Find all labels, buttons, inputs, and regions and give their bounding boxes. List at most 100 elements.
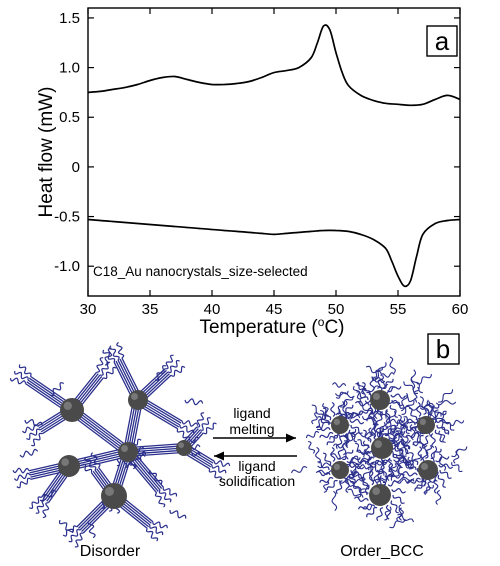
cooling-curve [87,218,461,288]
ligand-chain [430,445,438,466]
ligand-chain [346,412,361,419]
ligand-chain [389,433,405,440]
ligand-bundle-chain [67,447,128,463]
ligand-chain [355,486,368,496]
ligand-chain [369,376,375,392]
ligand-chain [430,448,442,459]
ligand-chain [437,475,446,488]
nanocrystal-highlight [121,445,128,452]
ligand-chain [387,386,402,393]
nanocrystal [331,416,349,434]
nanocrystal [370,390,390,410]
reverse-arrowhead [214,451,224,461]
ligand-chain [357,439,370,449]
ligand-chain [334,392,355,399]
ligand-chain [315,446,321,464]
ligand-chain [453,449,460,464]
ligand-chain [389,518,406,529]
ligand-chain [337,401,345,415]
ligand-chain [356,464,370,470]
ligand-chain [331,490,338,512]
ligand-chain [421,435,429,449]
arrow-top-label-line1: ligand [233,405,270,421]
ligand-chain [348,474,358,488]
ligand-chain [391,399,404,409]
ligand-chain [319,431,334,438]
ligand-chain [340,396,354,408]
nanocrystal-highlight [333,463,340,470]
ligand-chain [380,372,395,378]
ligand-chain [423,481,431,495]
ligand-chain [368,459,380,471]
ligand-chain [103,366,117,380]
nanocrystal-highlight [421,463,428,470]
ligand-chain [403,416,416,426]
nanocrystal [369,484,391,506]
ligand-chain [382,378,394,389]
ligand-chain [377,375,385,389]
x-tick-label: 40 [204,301,221,318]
ligand-chain [330,446,336,462]
x-axis-title: Temperature (oC) [199,315,344,338]
ligand-chain [335,435,343,449]
ligand-chain [378,460,386,475]
ligand-chain [322,407,332,421]
ligand-chain [152,521,168,529]
ligand-chain [390,428,408,438]
ligand-chain [42,501,50,519]
order-bcc-caption: Order_BCC [340,543,424,560]
ligand-chain [363,429,372,443]
ligand-chain [354,401,370,407]
ligand-chain [14,370,29,381]
ligand-chain [398,436,410,450]
ligand-chain [384,425,396,437]
ligand-chain [378,421,386,436]
ligand-chain [317,461,330,471]
ligand-chain [39,489,57,502]
ligand-chain [402,471,418,477]
ligand-chain [435,418,451,425]
ligand-chain [199,417,211,431]
ligand-chain [435,410,447,422]
panel-a-label: a [435,26,450,56]
ligand-chain [311,411,318,425]
ligand-chain [351,457,357,478]
ligand-chain [332,382,347,388]
ligand-chain [176,428,191,441]
ligand-chain [16,477,32,489]
ligand-chain [319,476,334,483]
ligand-chain [326,435,338,446]
ligand-chain [413,386,420,400]
ligand-chain [405,431,420,438]
nanocrystal-highlight [63,401,72,410]
ligand-chain [357,503,373,510]
ligand-chain [394,447,407,457]
nanocrystal-highlight [178,442,184,449]
x-tick-label: 30 [80,301,97,318]
ligand-chain [451,446,468,458]
ligand-chain [203,422,217,435]
ligand-chain [406,477,421,484]
ligand-chain [414,481,426,492]
ligand-chain [435,456,450,463]
ligand-chain [438,463,454,469]
ligand-chain [335,480,343,494]
nanocrystal [60,398,84,422]
ligand-chain [315,425,331,432]
ligand-chain [385,504,392,520]
ligand-chain [13,472,31,481]
nanocrystal [417,416,435,434]
ligand-chain [346,457,361,464]
panel-b: b ligand melting ligand solidification D… [9,333,468,560]
ligand-chain [391,425,397,441]
series-layer [87,24,461,288]
ligand-chain [390,393,406,399]
ligand-chain [376,507,384,522]
ligand-chain [392,494,405,504]
y-tick-label: -1.0 [54,258,80,275]
heating-curve [87,24,461,107]
ligand-chain [322,452,332,466]
ligand-bundle-chain [127,442,184,449]
ligand-chain [356,449,371,456]
ligand-chain [451,462,463,473]
